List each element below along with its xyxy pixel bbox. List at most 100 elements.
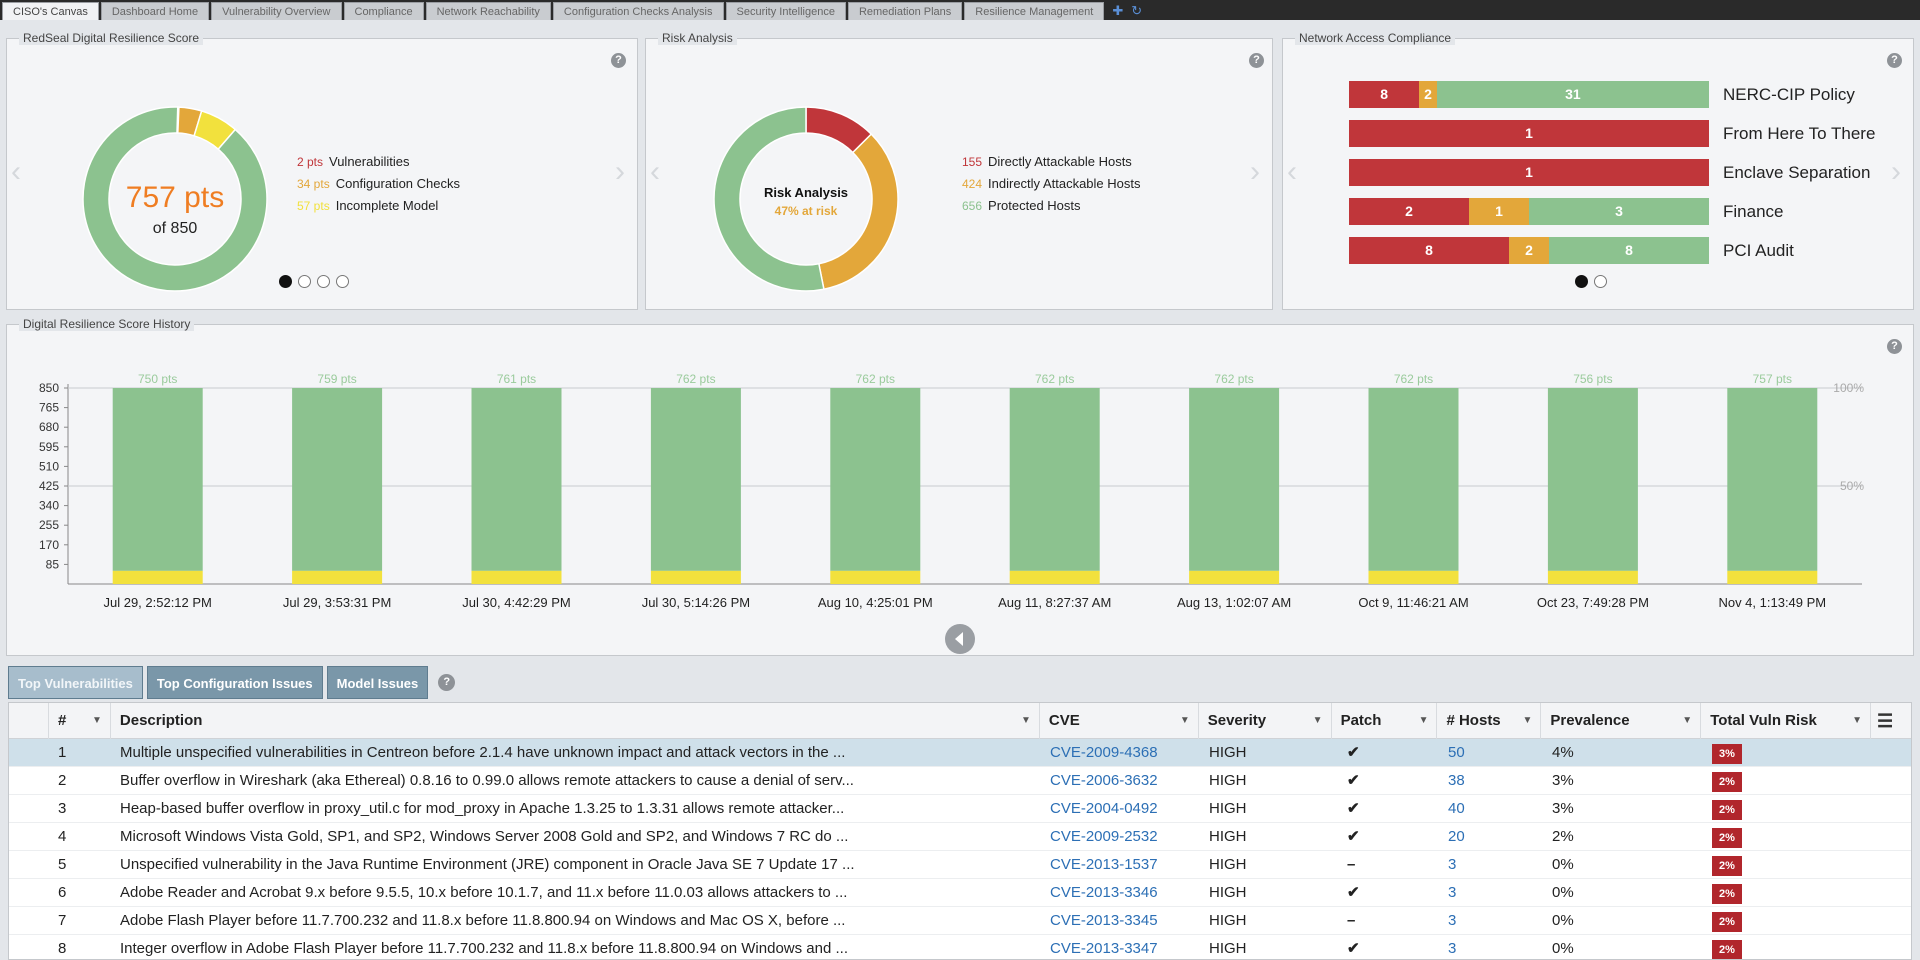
legend-item[interactable]: 34 pts Configuration Checks xyxy=(297,173,460,195)
dashboard-tab[interactable]: Resilience Management xyxy=(964,2,1105,20)
history-bar-score[interactable] xyxy=(292,388,383,571)
row-selector[interactable] xyxy=(9,935,49,959)
column-header[interactable]: # Hosts ▼ xyxy=(1437,703,1542,739)
compliance-row[interactable]: 1 From Here To There xyxy=(1349,120,1909,147)
legend-item[interactable]: 155 Directly Attackable Hosts xyxy=(962,151,1141,173)
column-header[interactable]: Prevalence ▼ xyxy=(1541,703,1702,739)
compliance-segment[interactable]: 2 xyxy=(1349,198,1469,225)
legend-item[interactable]: 2 pts Vulnerabilities xyxy=(297,151,460,173)
compliance-segment[interactable]: 31 xyxy=(1436,81,1709,108)
column-header[interactable]: Total Vuln Risk ▼ xyxy=(1701,703,1872,739)
page-dot[interactable] xyxy=(298,275,311,288)
chevron-down-icon[interactable]: ▼ xyxy=(1682,715,1693,726)
compliance-segment[interactable]: 8 xyxy=(1349,81,1420,108)
history-bar-model[interactable] xyxy=(1727,570,1818,584)
host-count-link[interactable]: 3 xyxy=(1448,940,1457,957)
history-bar-model[interactable] xyxy=(1368,570,1459,584)
table-row[interactable]: 4 Microsoft Windows Vista Gold, SP1, and … xyxy=(9,823,1911,851)
legend-item[interactable]: 57 pts Incomplete Model xyxy=(297,195,460,217)
chevron-down-icon[interactable]: ▼ xyxy=(1020,715,1031,726)
host-count-link[interactable]: 40 xyxy=(1448,800,1465,817)
dashboard-tab[interactable]: Security Intelligence xyxy=(725,2,846,20)
compliance-segment[interactable]: 1 xyxy=(1469,198,1529,225)
table-row[interactable]: 8 Integer overflow in Adobe Flash Player … xyxy=(9,935,1911,959)
history-bar-score[interactable] xyxy=(1189,388,1280,571)
row-selector[interactable] xyxy=(9,879,49,907)
legend-item[interactable]: 424 Indirectly Attackable Hosts xyxy=(962,173,1141,195)
table-row[interactable]: 7 Adobe Flash Player before 11.7.700.232 … xyxy=(9,907,1911,935)
host-count-link[interactable]: 38 xyxy=(1448,772,1465,789)
history-bar-score[interactable] xyxy=(1009,388,1100,571)
dashboard-tab[interactable]: Compliance xyxy=(343,2,424,20)
table-row[interactable]: 1 Multiple unspecified vulnerabilities in… xyxy=(9,739,1911,767)
chevron-down-icon[interactable]: ▼ xyxy=(1418,715,1429,726)
compliance-segment[interactable]: 8 xyxy=(1548,237,1709,264)
history-bar-model[interactable] xyxy=(1009,570,1100,584)
column-header[interactable]: Patch ▼ xyxy=(1332,703,1438,739)
table-row[interactable]: 3 Heap-based buffer overflow in proxy_uti… xyxy=(9,795,1911,823)
history-bar-model[interactable] xyxy=(1189,570,1280,584)
table-row[interactable]: 5 Unspecified vulnerability in the Java R… xyxy=(9,851,1911,879)
chevron-down-icon[interactable]: ▼ xyxy=(1852,715,1863,726)
history-bar-model[interactable] xyxy=(471,570,562,584)
table-row[interactable]: 6 Adobe Reader and Acrobat 9.x before 9.5… xyxy=(9,879,1911,907)
host-count-link[interactable]: 20 xyxy=(1448,828,1465,845)
history-bar-model[interactable] xyxy=(830,570,921,584)
history-bar-model[interactable] xyxy=(1547,570,1638,584)
compliance-stacked-bar[interactable]: 1 xyxy=(1349,120,1709,147)
chevron-down-icon[interactable]: ▼ xyxy=(1179,715,1190,726)
issues-tab[interactable]: Top Vulnerabilities xyxy=(8,666,143,699)
help-icon[interactable]: ? xyxy=(1887,53,1902,68)
previous-arrow-icon[interactable]: ‹ xyxy=(1287,155,1297,188)
chevron-down-icon[interactable]: ▼ xyxy=(1522,715,1533,726)
compliance-stacked-bar[interactable]: 1 xyxy=(1349,159,1709,186)
compliance-row[interactable]: 2 1 3 Finance xyxy=(1349,198,1909,225)
row-selector[interactable] xyxy=(9,795,49,823)
cve-link[interactable]: CVE-2013-1537 xyxy=(1050,856,1158,873)
row-selector[interactable] xyxy=(9,851,49,879)
help-icon[interactable]: ? xyxy=(1249,53,1264,68)
history-bar-score[interactable] xyxy=(1368,388,1459,571)
table-row[interactable]: 2 Buffer overflow in Wireshark (aka Ether… xyxy=(9,767,1911,795)
page-dot[interactable] xyxy=(279,275,292,288)
cve-link[interactable]: CVE-2006-3632 xyxy=(1050,772,1158,789)
compliance-segment[interactable]: 2 xyxy=(1419,81,1437,108)
column-header[interactable]: Severity ▼ xyxy=(1199,703,1332,739)
page-dot[interactable] xyxy=(1575,275,1588,288)
refresh-icon[interactable]: ↻ xyxy=(1131,3,1143,18)
previous-arrow-icon[interactable]: ‹ xyxy=(11,155,21,188)
history-bar-model[interactable] xyxy=(292,570,383,584)
compliance-segment[interactable]: 2 xyxy=(1508,237,1549,264)
host-count-link[interactable]: 50 xyxy=(1448,744,1465,761)
host-count-link[interactable]: 3 xyxy=(1448,884,1457,901)
chevron-down-icon[interactable]: ▼ xyxy=(1312,715,1323,726)
chevron-down-icon[interactable]: ▼ xyxy=(92,715,102,726)
cve-link[interactable]: CVE-2013-3346 xyxy=(1050,884,1158,901)
issues-tab[interactable]: Model Issues xyxy=(326,666,429,699)
score-slice[interactable] xyxy=(82,106,268,292)
previous-arrow-icon[interactable]: ‹ xyxy=(650,155,660,188)
cve-link[interactable]: CVE-2013-3345 xyxy=(1050,912,1158,929)
cve-link[interactable]: CVE-2009-2532 xyxy=(1050,828,1158,845)
compliance-row[interactable]: 1 Enclave Separation xyxy=(1349,159,1909,186)
dashboard-tab[interactable]: Dashboard Home xyxy=(100,2,210,20)
compliance-row[interactable]: 8 2 8 PCI Audit xyxy=(1349,237,1909,264)
column-header[interactable]: CVE ▼ xyxy=(1040,703,1199,739)
add-tab-icon[interactable]: ✚ xyxy=(1112,3,1124,18)
next-arrow-icon[interactable]: › xyxy=(1891,155,1901,188)
dashboard-tab[interactable]: CISO's Canvas xyxy=(2,2,99,20)
next-arrow-icon[interactable]: › xyxy=(615,155,625,188)
host-count-link[interactable]: 3 xyxy=(1448,912,1457,929)
issues-tab[interactable]: Top Configuration Issues xyxy=(146,666,323,699)
column-header[interactable]: # ▼ xyxy=(49,703,111,739)
row-selector[interactable] xyxy=(9,739,49,767)
history-bar-score[interactable] xyxy=(830,388,921,571)
page-dot[interactable] xyxy=(317,275,330,288)
dashboard-tab[interactable]: Remediation Plans xyxy=(847,2,963,20)
row-selector[interactable] xyxy=(9,823,49,851)
help-icon[interactable]: ? xyxy=(438,674,456,691)
legend-item[interactable]: 656 Protected Hosts xyxy=(962,195,1141,217)
dashboard-tab[interactable]: Configuration Checks Analysis xyxy=(552,2,724,20)
